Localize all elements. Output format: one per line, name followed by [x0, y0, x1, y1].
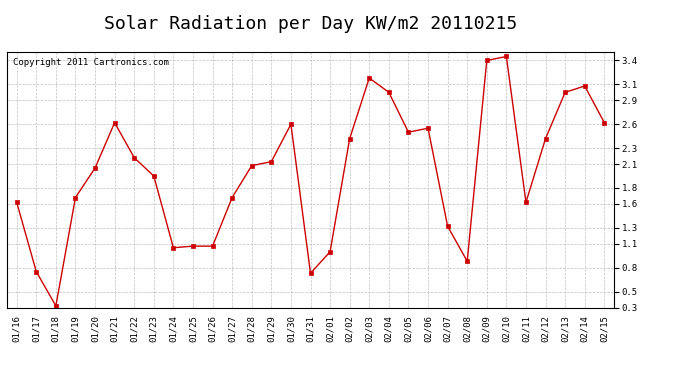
Text: Solar Radiation per Day KW/m2 20110215: Solar Radiation per Day KW/m2 20110215	[104, 15, 517, 33]
Text: Copyright 2011 Cartronics.com: Copyright 2011 Cartronics.com	[13, 58, 169, 67]
